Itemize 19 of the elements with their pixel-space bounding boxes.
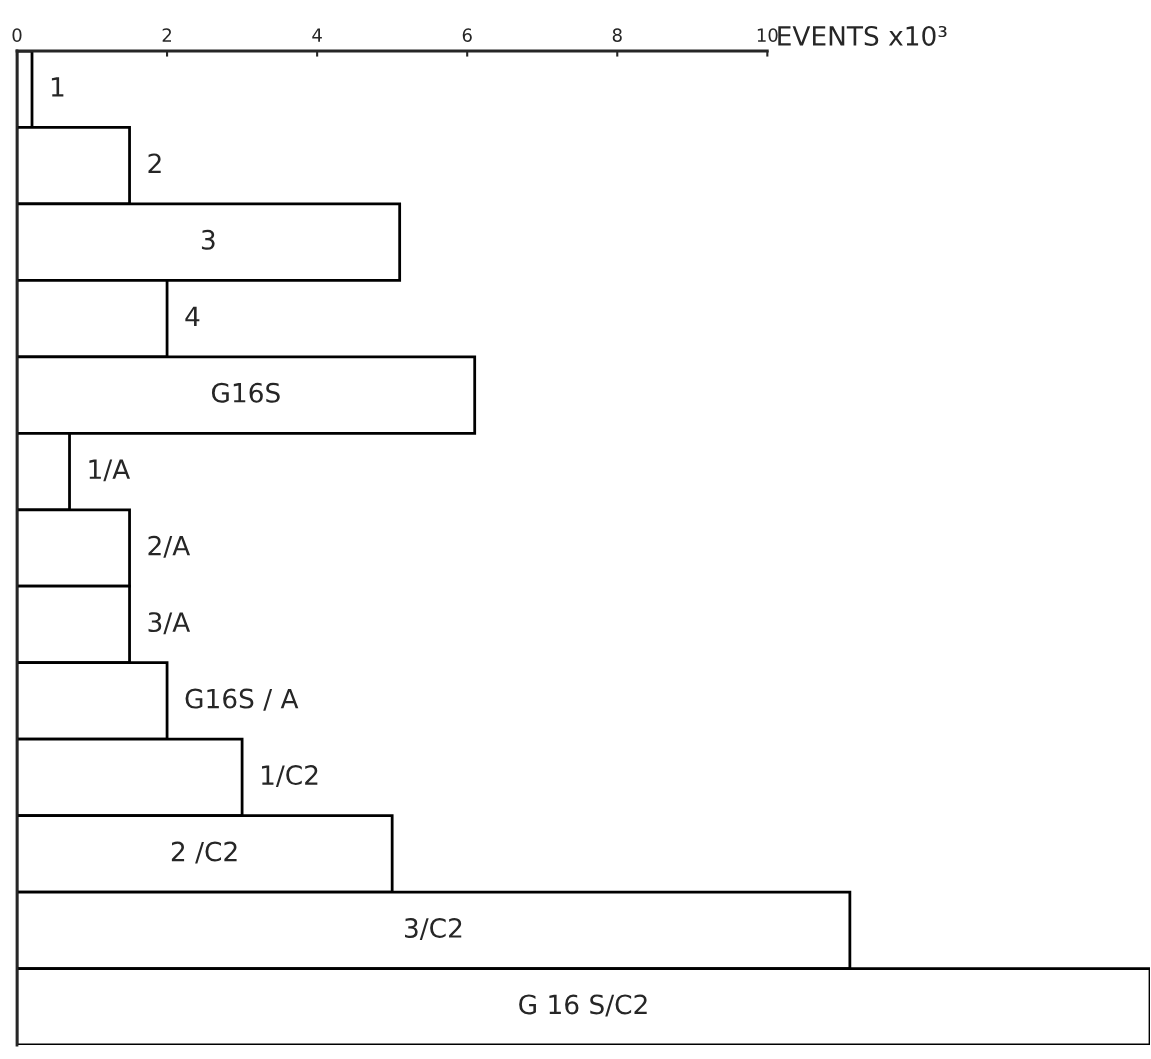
y-tick-label: G16S [211, 382, 280, 403]
y-tick-label: 2 [148, 153, 161, 173]
y-tick-label: 4 [185, 306, 200, 326]
y-tick-label: 3 [201, 229, 215, 250]
x-tick-label: 6 [462, 28, 472, 42]
y-tick-label: G16S / A [185, 688, 299, 711]
x-tick-label: 4 [312, 28, 322, 42]
y-tick-label: 2 /C2 [171, 841, 237, 864]
y-tick-label: 1/C2 [261, 765, 318, 788]
x-tick-label: 10 [757, 28, 778, 42]
y-tick-label: 2/A [148, 535, 191, 558]
y-tick-label: 3/C2 [405, 918, 462, 941]
x-axis-title: EVENTS x10³ [778, 25, 947, 46]
x-tick-label: 0 [12, 28, 22, 42]
y-tick-label: 1 [51, 77, 64, 97]
x-tick-label: 8 [612, 28, 622, 42]
y-tick-label: G 16 S/C2 [519, 994, 647, 1017]
y-tick-label: 3/A [148, 612, 191, 635]
y-tick-label: 1/A [89, 459, 131, 482]
